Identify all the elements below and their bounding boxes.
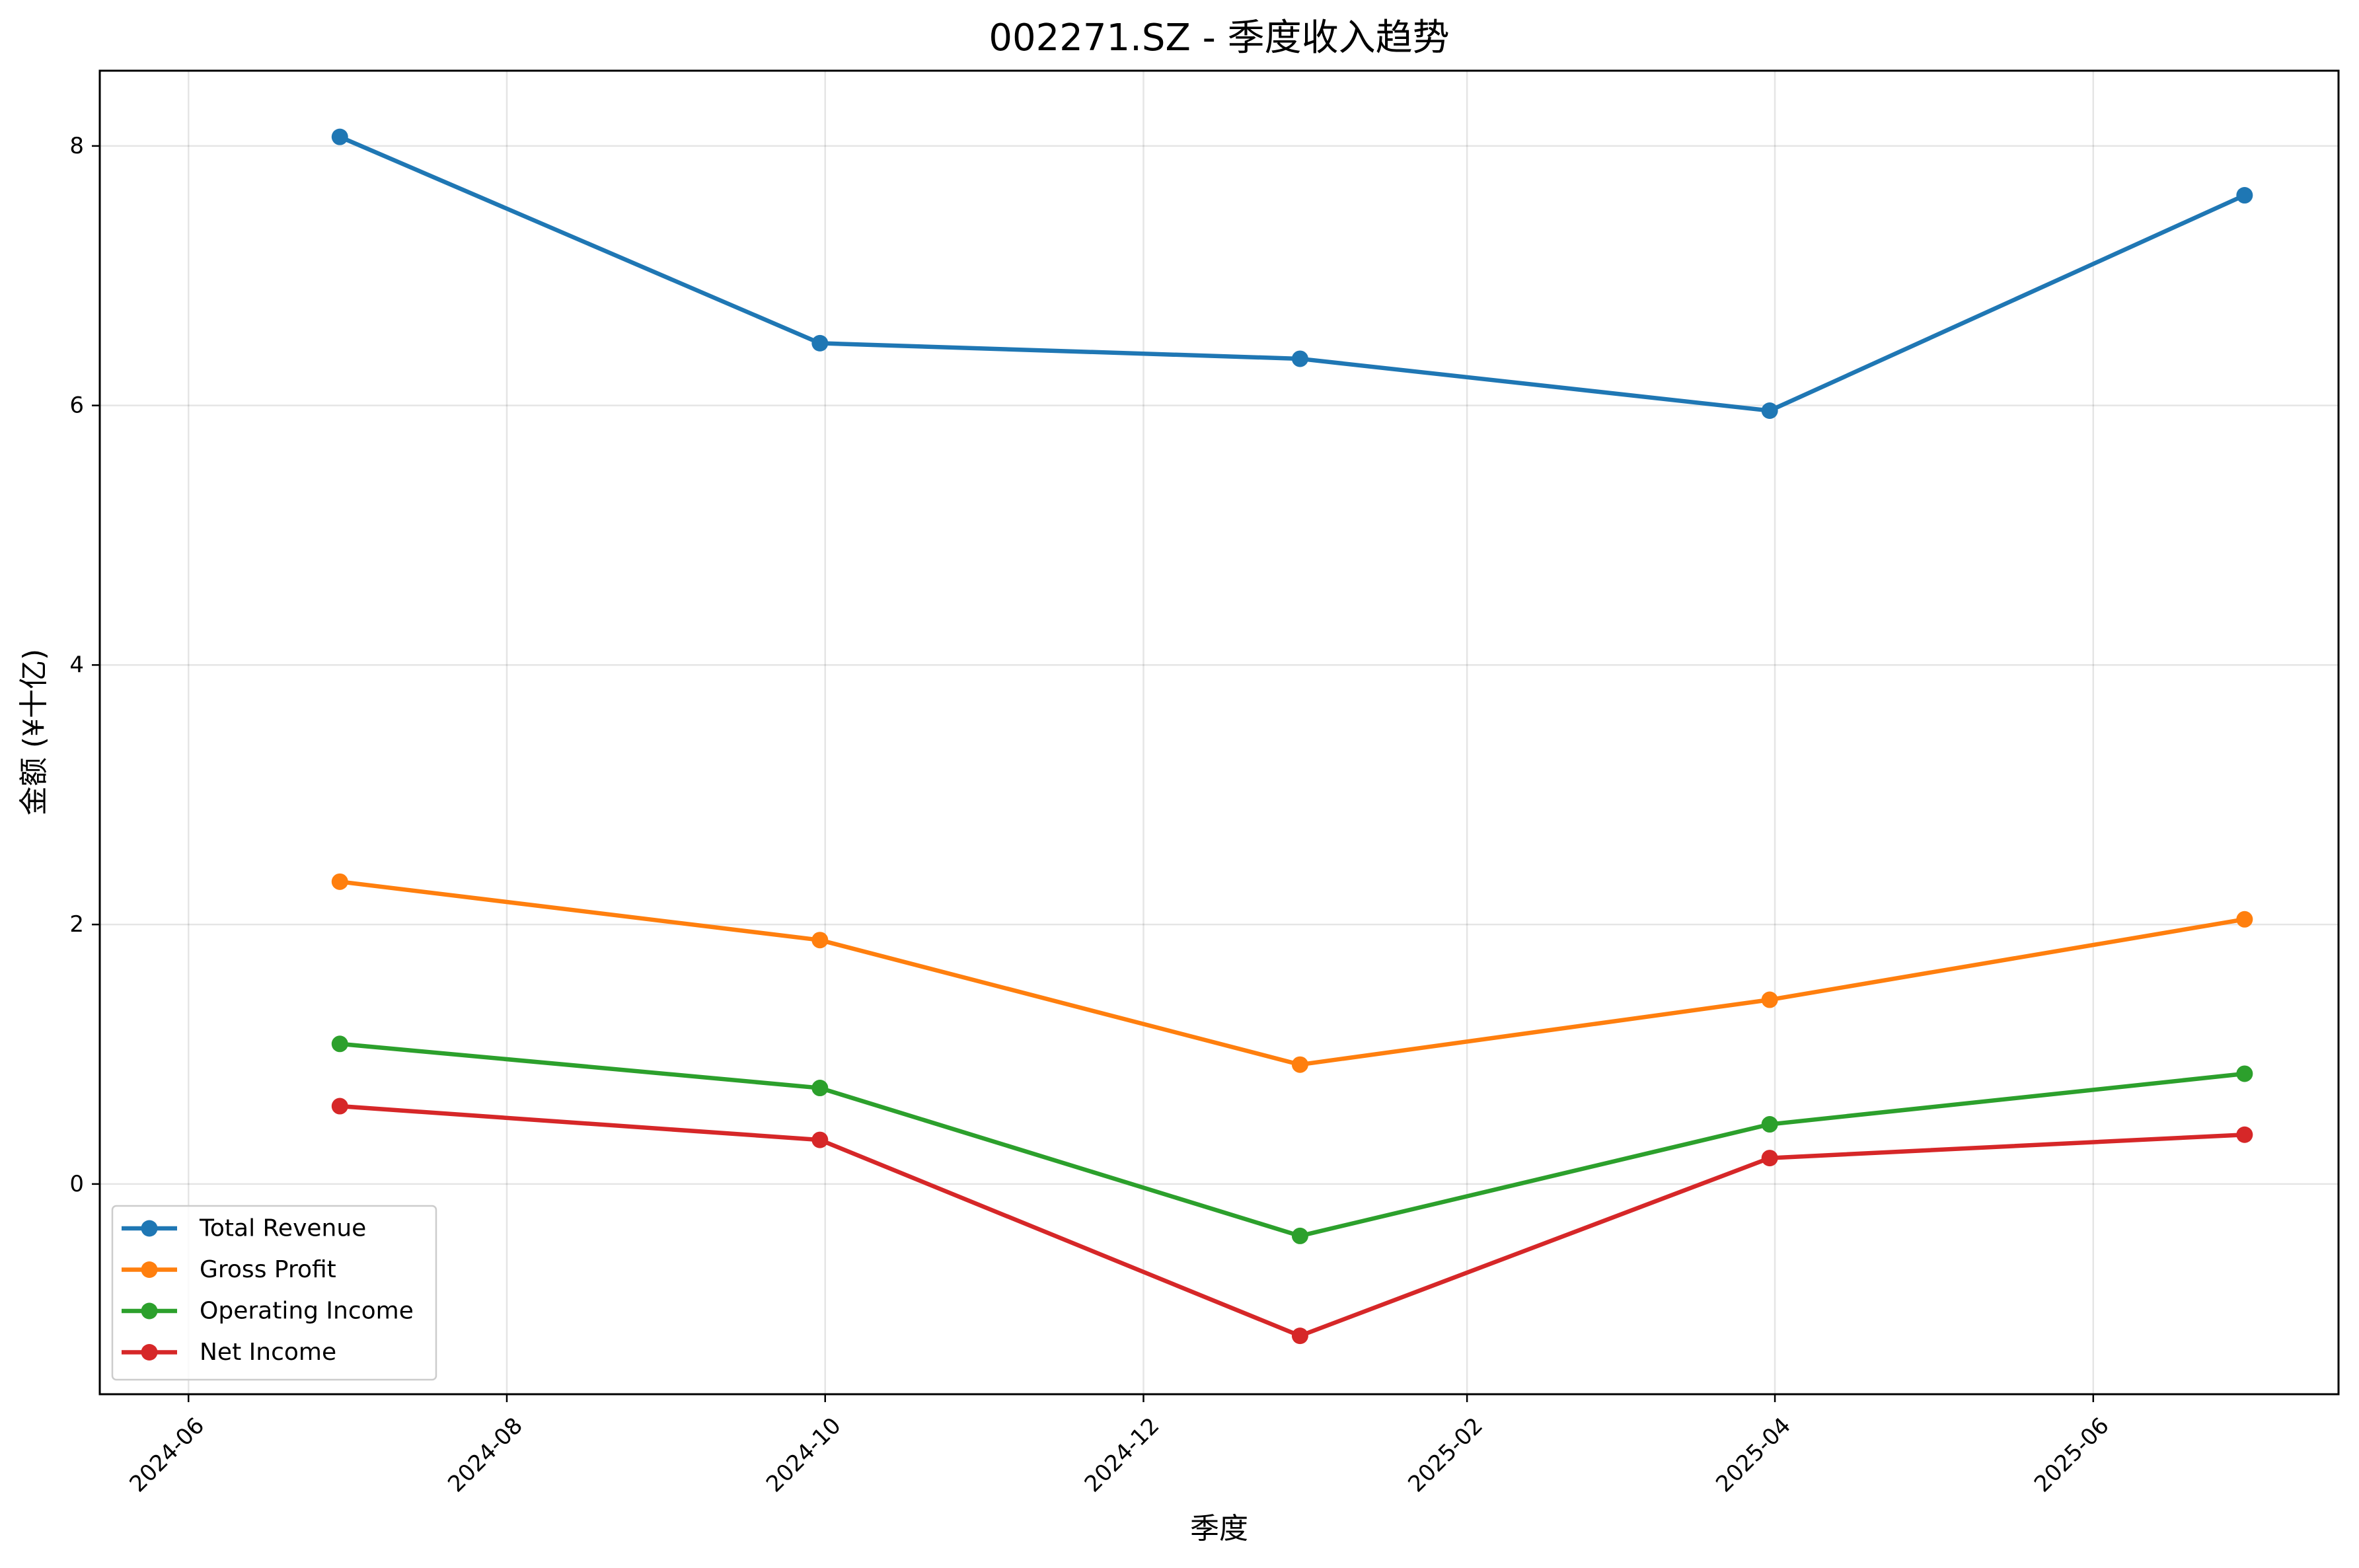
legend-swatch-marker-operating-income	[141, 1302, 158, 1320]
series-line-gross-profit	[337, 879, 2247, 1067]
series-line-net-income	[337, 1103, 2247, 1338]
plot-frame	[98, 69, 2340, 1396]
grid	[100, 71, 2339, 1394]
data-point-net-income-3	[1761, 1150, 1778, 1167]
y-axis-ticks: 0 2 4 6 8	[69, 133, 100, 1197]
data-point-net-income-2	[1291, 1327, 1308, 1345]
legend-label-operating-income: Operating Income	[200, 1298, 414, 1325]
x-axis-label: 季度	[1190, 1512, 1248, 1546]
series-line-total-revenue	[337, 133, 2248, 413]
legend-label-total-revenue: Total Revenue	[199, 1215, 366, 1242]
series-line-operating-income	[337, 1041, 2247, 1238]
y-tick-label: 0	[69, 1171, 84, 1197]
data-point-gross-profit-1	[811, 932, 829, 949]
y-tick-label: 8	[69, 133, 84, 159]
data-point-net-income-0	[331, 1098, 348, 1115]
data-point-total-revenue-3	[1761, 402, 1778, 419]
x-tick-label: 2025-06	[2029, 1413, 2115, 1498]
data-point-gross-profit-0	[331, 873, 348, 890]
data-point-gross-profit-2	[1291, 1056, 1308, 1073]
series-points	[331, 128, 2253, 1345]
legend-swatch-marker-net-income	[141, 1344, 158, 1361]
x-axis-ticks: 2024-06 2024-08 2024-10 2024-12 2025-02 2025-…	[124, 1394, 2115, 1498]
y-tick-label: 6	[69, 392, 84, 419]
legend-swatch-marker-gross-profit	[141, 1261, 158, 1278]
data-point-operating-income-4	[2236, 1065, 2253, 1082]
x-tick-label: 2024-10	[761, 1413, 846, 1498]
data-point-total-revenue-2	[1291, 350, 1308, 367]
y-tick-label: 4	[69, 652, 84, 678]
legend-box	[111, 1205, 437, 1381]
data-point-operating-income-2	[1291, 1227, 1308, 1244]
chart-title: 002271.SZ - 季度收入趋势	[989, 17, 1449, 59]
data-point-total-revenue-0	[331, 128, 348, 145]
y-tick-label: 2	[69, 911, 84, 938]
legend: Total Revenue Gross Profit Operating Incom…	[111, 1205, 437, 1381]
data-point-total-revenue-4	[2236, 187, 2253, 204]
x-tick-label: 2024-12	[1080, 1413, 1165, 1498]
series-lines	[337, 133, 2248, 1338]
legend-label-net-income: Net Income	[200, 1339, 336, 1366]
data-point-net-income-4	[2236, 1126, 2253, 1143]
data-point-operating-income-3	[1761, 1116, 1778, 1133]
data-point-gross-profit-3	[1761, 991, 1778, 1008]
x-tick-label: 2025-02	[1403, 1413, 1488, 1498]
x-tick-label: 2024-06	[124, 1413, 209, 1498]
x-tick-label: 2024-08	[443, 1413, 528, 1498]
data-point-net-income-1	[811, 1131, 829, 1148]
data-point-operating-income-1	[811, 1080, 829, 1097]
y-axis-label: 金额 (¥十亿)	[17, 649, 51, 815]
data-point-total-revenue-1	[811, 334, 829, 352]
data-point-operating-income-0	[331, 1035, 348, 1053]
legend-label-gross-profit: Gross Profit	[200, 1256, 336, 1283]
data-point-gross-profit-4	[2236, 911, 2253, 928]
legend-swatch-marker-total-revenue	[141, 1220, 158, 1237]
x-tick-label: 2025-04	[1711, 1413, 1796, 1498]
